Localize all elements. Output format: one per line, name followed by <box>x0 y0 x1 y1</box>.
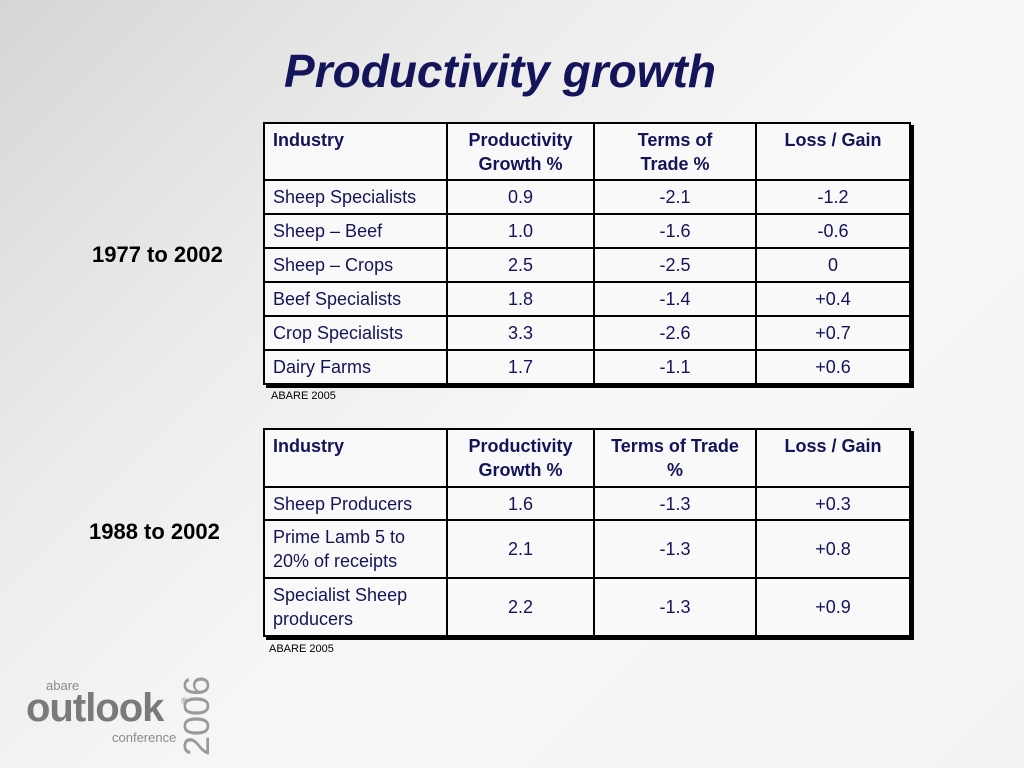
cell-loss-gain: -1.2 <box>755 179 911 215</box>
cell-loss-gain: +0.7 <box>755 315 911 351</box>
logo-conference-text: conference <box>112 730 177 745</box>
cell-industry: Sheep – Beef <box>263 213 448 249</box>
productivity-table-1977-2002: Industry Productivity Growth % Terms of … <box>263 122 911 385</box>
cell-industry: Sheep – Crops <box>263 247 448 283</box>
cell-productivity: 2.5 <box>446 247 595 283</box>
header-terms-of-trade: Terms of Trade % <box>593 428 757 488</box>
cell-loss-gain: +0.4 <box>755 281 911 317</box>
cell-industry: Beef Specialists <box>263 281 448 317</box>
table-row: Sheep – Beef 1.0 -1.6 -0.6 <box>263 213 911 249</box>
logo-abare-text: abare <box>46 678 80 693</box>
table-row: Beef Specialists 1.8 -1.4 +0.4 <box>263 281 911 317</box>
cell-industry: Specialist Sheep producers <box>263 577 448 637</box>
cell-terms: -1.3 <box>593 519 757 579</box>
cell-productivity: 0.9 <box>446 179 595 215</box>
cell-productivity: 1.6 <box>446 486 595 521</box>
header-loss-gain: Loss / Gain <box>755 428 911 488</box>
cell-productivity: 1.0 <box>446 213 595 249</box>
cell-terms: -1.3 <box>593 577 757 637</box>
cell-loss-gain: +0.8 <box>755 519 911 579</box>
table-row: Specialist Sheep producers 2.2 -1.3 +0.9 <box>263 577 911 637</box>
table-row: Prime Lamb 5 to 20% of receipts 2.1 -1.3… <box>263 519 911 579</box>
cell-productivity: 2.1 <box>446 519 595 579</box>
cell-productivity: 2.2 <box>446 577 595 637</box>
header-productivity-growth: Productivity Growth % <box>446 428 595 488</box>
header-terms-of-trade: Terms of Trade % <box>593 122 757 181</box>
table-header-row: Industry Productivity Growth % Terms of … <box>263 122 911 181</box>
cell-industry: Dairy Farms <box>263 349 448 385</box>
cell-loss-gain: +0.3 <box>755 486 911 521</box>
logo-outlook-text: outlook <box>26 686 164 730</box>
cell-industry: Sheep Producers <box>263 486 448 521</box>
slide-title: Productivity growth <box>284 45 716 97</box>
cell-terms: -1.6 <box>593 213 757 249</box>
abare-outlook-logo: abare outlook ® conference 2006 <box>24 660 224 760</box>
table-row: Sheep Specialists 0.9 -2.1 -1.2 <box>263 179 911 215</box>
header-industry: Industry <box>263 122 448 181</box>
period-label-1: 1977 to 2002 <box>92 242 223 267</box>
cell-productivity: 3.3 <box>446 315 595 351</box>
source-note-2: ABARE 2005 <box>269 643 334 655</box>
header-industry: Industry <box>263 428 448 488</box>
logo-year-text: 2006 <box>176 675 217 756</box>
table-row: Sheep – Crops 2.5 -2.5 0 <box>263 247 911 283</box>
logo-registered-mark: ® <box>181 696 188 706</box>
cell-loss-gain: -0.6 <box>755 213 911 249</box>
cell-terms: -1.3 <box>593 486 757 521</box>
cell-loss-gain: 0 <box>755 247 911 283</box>
cell-terms: -2.1 <box>593 179 757 215</box>
table-header-row: Industry Productivity Growth % Terms of … <box>263 428 911 488</box>
cell-terms: -2.5 <box>593 247 757 283</box>
table-row: Dairy Farms 1.7 -1.1 +0.6 <box>263 349 911 385</box>
header-loss-gain: Loss / Gain <box>755 122 911 181</box>
source-note-1: ABARE 2005 <box>271 390 336 402</box>
table-row: Crop Specialists 3.3 -2.6 +0.7 <box>263 315 911 351</box>
table-row: Sheep Producers 1.6 -1.3 +0.3 <box>263 486 911 521</box>
cell-productivity: 1.8 <box>446 281 595 317</box>
cell-loss-gain: +0.9 <box>755 577 911 637</box>
cell-productivity: 1.7 <box>446 349 595 385</box>
cell-industry: Crop Specialists <box>263 315 448 351</box>
cell-terms: -2.6 <box>593 315 757 351</box>
period-label-2: 1988 to 2002 <box>89 519 220 544</box>
cell-terms: -1.1 <box>593 349 757 385</box>
cell-loss-gain: +0.6 <box>755 349 911 385</box>
header-productivity-growth: Productivity Growth % <box>446 122 595 181</box>
cell-terms: -1.4 <box>593 281 757 317</box>
cell-industry: Sheep Specialists <box>263 179 448 215</box>
cell-industry: Prime Lamb 5 to 20% of receipts <box>263 519 448 579</box>
productivity-table-1988-2002: Industry Productivity Growth % Terms of … <box>263 428 911 637</box>
